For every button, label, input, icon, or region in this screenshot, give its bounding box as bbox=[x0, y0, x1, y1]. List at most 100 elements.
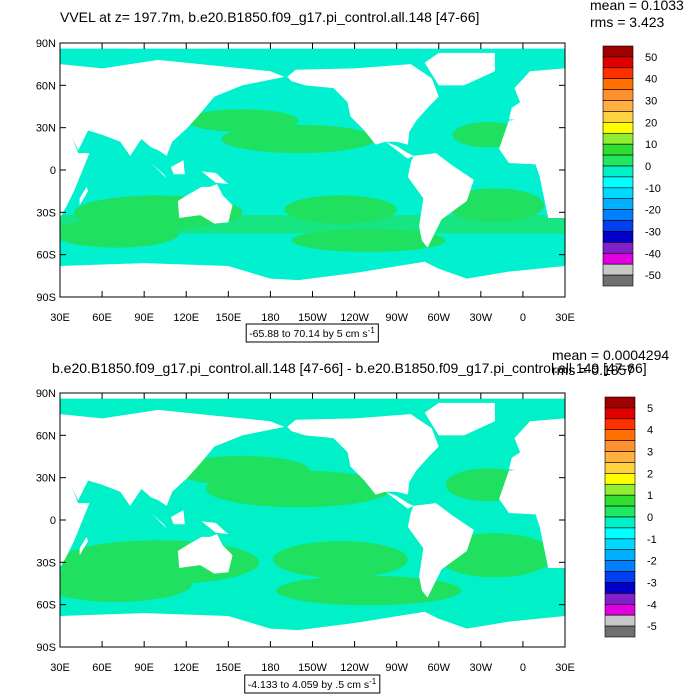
lat-label: 60S bbox=[36, 250, 56, 262]
range-text: -65.88 to 70.14 by 5 cm s bbox=[249, 328, 367, 340]
colorbar-label: 50 bbox=[645, 52, 657, 64]
lat-label: 60N bbox=[36, 80, 56, 92]
colorbar-box bbox=[602, 67, 634, 80]
colorbar-box bbox=[602, 111, 634, 123]
range-text: -4.133 to 4.059 by .5 cm s bbox=[248, 679, 369, 691]
green-patch bbox=[273, 541, 408, 578]
range-box bbox=[244, 674, 381, 694]
colorbar-box bbox=[602, 78, 634, 90]
land bbox=[151, 512, 167, 529]
colorbar-box bbox=[602, 176, 634, 189]
panel-title: VVEL at z= 197.7m, b.e20.B1850.f09_g17.p… bbox=[60, 9, 479, 25]
colorbar-box bbox=[602, 263, 634, 276]
stat-label: mean = 0.0004294 bbox=[552, 347, 669, 363]
lat-label: 90S bbox=[36, 292, 56, 304]
colorbar-box bbox=[602, 209, 634, 221]
range-exponent: -1 bbox=[369, 677, 377, 686]
colorbar-label: 40 bbox=[645, 74, 657, 86]
lat-label: 90N bbox=[36, 38, 56, 50]
range-label: -4.133 to 4.059 by .5 cm s-1 bbox=[248, 677, 377, 691]
lat-label: 60S bbox=[36, 600, 56, 612]
lat-label: 90S bbox=[36, 642, 56, 654]
colorbar-label: -5 bbox=[647, 621, 657, 633]
land bbox=[177, 534, 233, 574]
lat-label: 90N bbox=[36, 388, 56, 400]
colorbar-label: 5 bbox=[647, 403, 653, 415]
map-field bbox=[60, 43, 565, 297]
land bbox=[170, 160, 185, 175]
colorbar-label: 20 bbox=[645, 117, 657, 129]
colorbar-box bbox=[602, 242, 634, 254]
range-exponent: -1 bbox=[368, 326, 376, 335]
lat-label: 0 bbox=[50, 515, 56, 527]
green-patch bbox=[445, 188, 544, 223]
lon-label: 150E bbox=[215, 312, 241, 324]
lon-label: 90E bbox=[134, 312, 154, 324]
colorbar-label: 1 bbox=[647, 490, 653, 502]
land bbox=[407, 153, 474, 248]
lon-label: 30W bbox=[470, 662, 493, 674]
land bbox=[287, 414, 439, 495]
colorbar-box bbox=[602, 252, 634, 265]
colorbar-box bbox=[604, 593, 636, 605]
land bbox=[424, 402, 495, 436]
green-patch bbox=[175, 455, 310, 486]
lon-label: 150E bbox=[215, 662, 241, 674]
lon-label: 60E bbox=[92, 662, 112, 674]
colorbar-label: 2 bbox=[647, 468, 653, 480]
colorbar-label: -1 bbox=[647, 534, 657, 546]
land bbox=[79, 536, 89, 556]
colorbar-box bbox=[604, 516, 636, 529]
lon-label: 60E bbox=[92, 312, 112, 324]
land bbox=[60, 474, 90, 568]
land bbox=[177, 184, 233, 224]
lon-label: 30E bbox=[555, 312, 575, 324]
colorbar-label: -50 bbox=[645, 270, 661, 282]
stat-label: rms = 0.1857 bbox=[552, 362, 634, 378]
colorbar-label: -10 bbox=[645, 183, 661, 195]
lon-label: 180 bbox=[261, 662, 279, 674]
lat-label: 30S bbox=[36, 207, 56, 219]
colorbar-box bbox=[602, 132, 634, 145]
colorbar-label: 10 bbox=[645, 139, 657, 151]
colorbar-box bbox=[602, 89, 634, 101]
lon-label: 120W bbox=[340, 312, 369, 324]
stat-label: mean = 0.1033 bbox=[590, 0, 684, 13]
green-band bbox=[60, 215, 565, 234]
lon-label: 60W bbox=[427, 662, 450, 674]
lon-label: 0 bbox=[520, 662, 526, 674]
colorbar-label: 4 bbox=[647, 425, 653, 437]
lon-label: 30E bbox=[50, 662, 70, 674]
colorbar-box bbox=[602, 143, 634, 156]
green-patch bbox=[276, 575, 462, 606]
land bbox=[385, 141, 414, 159]
lon-label: 150W bbox=[298, 312, 327, 324]
colorbar-box bbox=[602, 122, 634, 134]
colorbar-box bbox=[602, 187, 634, 200]
colorbar-box bbox=[602, 100, 634, 112]
lon-label: 30E bbox=[50, 312, 70, 324]
colorbar-label: -40 bbox=[645, 248, 661, 260]
lon-label: 30E bbox=[555, 662, 575, 674]
colorbar-box bbox=[604, 407, 636, 420]
land bbox=[407, 503, 474, 598]
colorbar-box bbox=[604, 527, 636, 540]
land bbox=[60, 261, 565, 297]
lon-label: 180 bbox=[261, 312, 279, 324]
green-patch bbox=[186, 109, 299, 132]
land bbox=[499, 469, 565, 568]
lon-label: 60W bbox=[427, 312, 450, 324]
colorbar-box bbox=[604, 560, 636, 572]
lon-label: 90W bbox=[385, 662, 408, 674]
colorbar-box bbox=[604, 473, 636, 485]
colorbar-box bbox=[602, 165, 634, 178]
land bbox=[499, 119, 565, 218]
land bbox=[151, 162, 167, 179]
land bbox=[201, 521, 229, 535]
colorbar-box bbox=[604, 429, 636, 441]
lon-label: 150W bbox=[298, 662, 327, 674]
colorbar-box bbox=[604, 418, 636, 431]
land bbox=[201, 171, 229, 185]
colorbar-label: 3 bbox=[647, 447, 653, 459]
